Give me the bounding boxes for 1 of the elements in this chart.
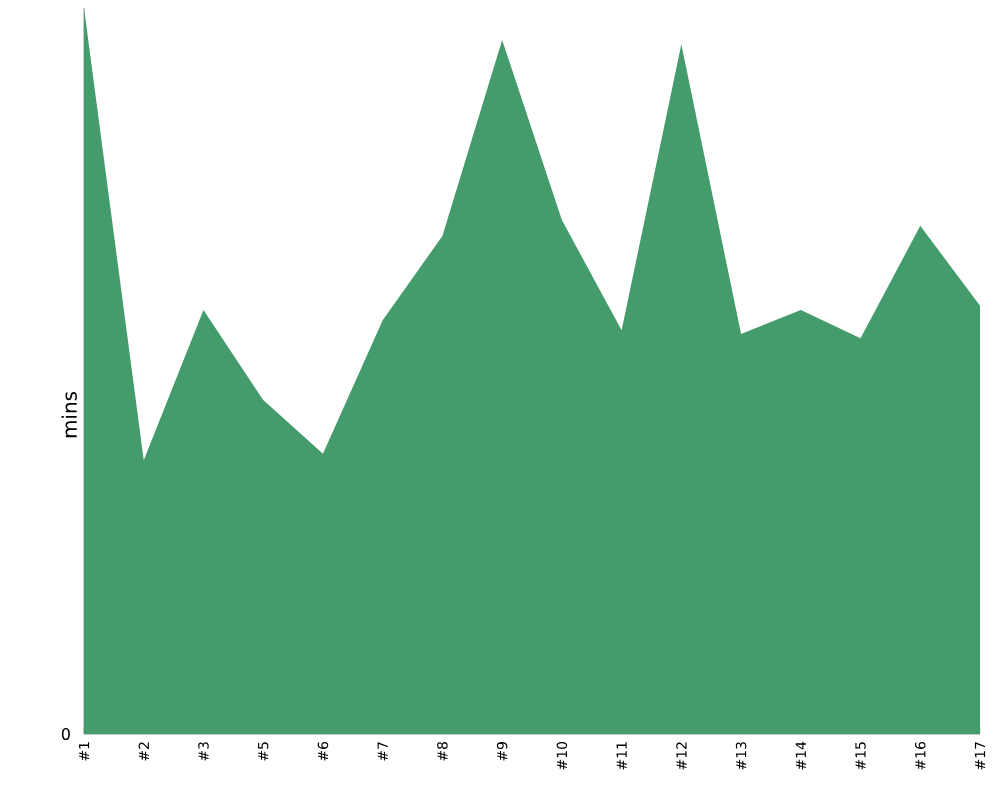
y-axis-title: mins: [61, 391, 77, 438]
